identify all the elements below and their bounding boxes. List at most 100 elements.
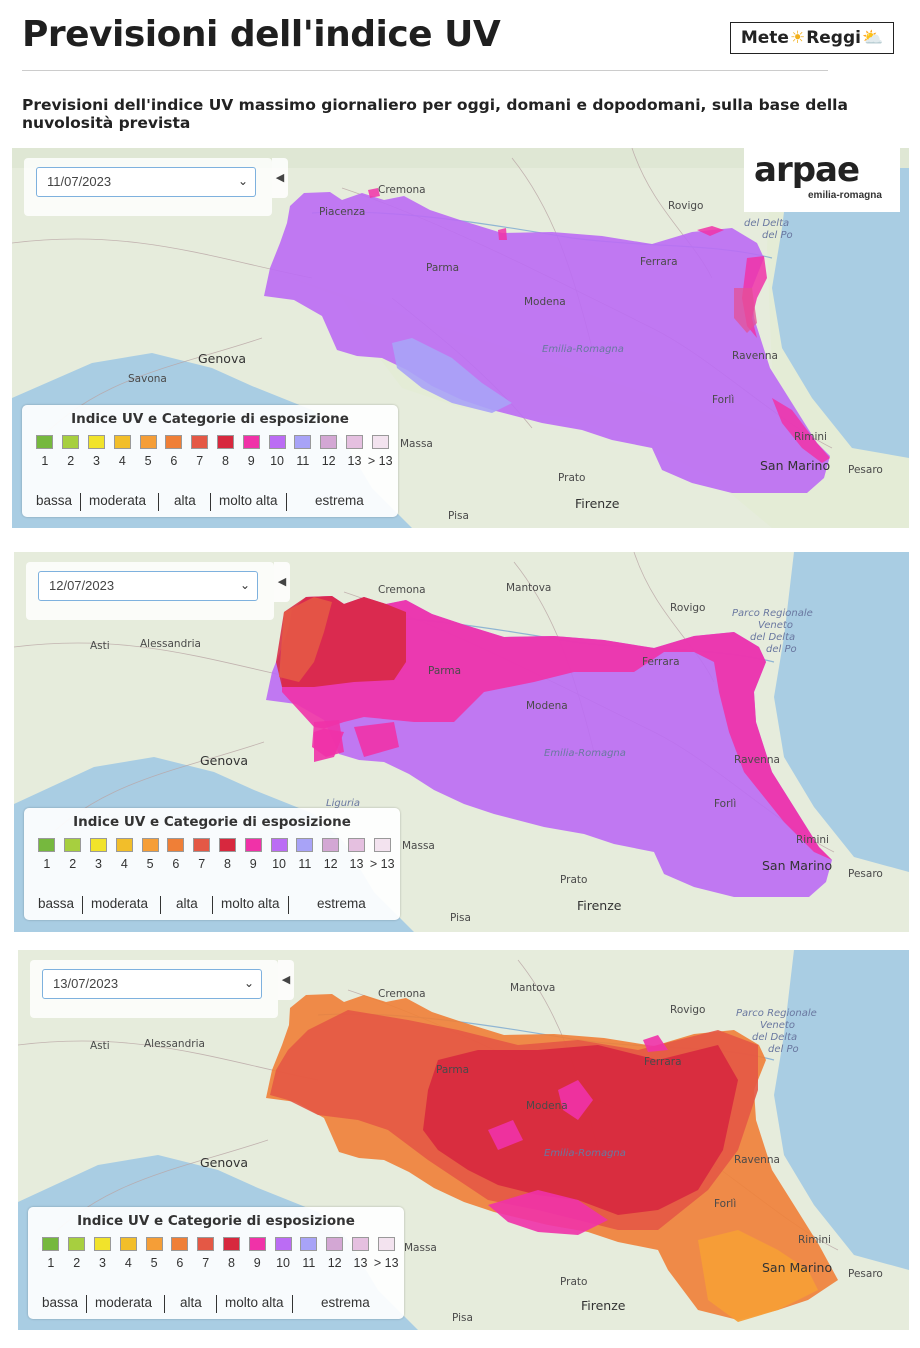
- cloud-icon: ⛅: [861, 28, 884, 48]
- legend-level: 7: [193, 1237, 219, 1271]
- legend-level: 11: [292, 838, 318, 872]
- category-alta: alta: [180, 1295, 202, 1310]
- legend-categories: bassa moderata alta molto alta estrema: [24, 896, 400, 914]
- label-modena: Modena: [526, 1100, 568, 1112]
- date-control: 13/07/2023 ⌄: [30, 960, 278, 1018]
- label-prato: Prato: [560, 874, 588, 886]
- legend-swatch: [64, 838, 82, 852]
- site-logo[interactable]: Mete ☀ Reggi ⛅: [730, 22, 894, 54]
- label-mantova: Mantova: [506, 582, 552, 594]
- legend-level-label: 7: [198, 857, 206, 871]
- label-rovigo: Rovigo: [670, 1004, 706, 1016]
- label-ravenna: Ravenna: [734, 1154, 780, 1166]
- collapse-panel-button[interactable]: ◀: [272, 158, 288, 198]
- legend-swatch: [222, 1237, 240, 1251]
- label-delta-po-2: Veneto: [758, 620, 793, 631]
- legend-level-label: 13: [353, 1256, 368, 1270]
- legend-level-label: 5: [144, 454, 152, 468]
- legend-level: 13: [342, 435, 368, 469]
- legend-swatches: 1 2 3 4 5 6 7 8 9 10 11 12 13 > 13: [32, 435, 393, 469]
- legend-swatch: [274, 1237, 292, 1251]
- page-title: Previsioni dell'indice UV: [22, 14, 501, 55]
- legend-level-label: > 13: [369, 857, 395, 871]
- legend-swatch: [171, 1237, 189, 1251]
- label-parma: Parma: [428, 665, 462, 677]
- legend-level-label: 5: [150, 1256, 158, 1270]
- legend-level: 3: [86, 838, 112, 872]
- category-estrema: estrema: [315, 493, 364, 508]
- legend-level-label: 10: [272, 857, 287, 871]
- legend-level-label: 12: [327, 1256, 342, 1270]
- legend-swatch: [270, 838, 288, 852]
- arpae-region: emilia-romagna: [808, 190, 882, 201]
- label-forli: Forlì: [714, 798, 737, 810]
- label-rimini: Rimini: [794, 431, 827, 443]
- category-divider: [210, 493, 211, 511]
- legend-level-label: 10: [276, 1256, 291, 1270]
- label-ferrara: Ferrara: [644, 1056, 682, 1068]
- legend-level-label: 1: [47, 1256, 55, 1270]
- legend-swatch: [141, 838, 159, 852]
- category-divider: [164, 1295, 165, 1313]
- date-value: 13/07/2023: [53, 976, 119, 991]
- uv-map-day-3[interactable]: Cremona Mantova Rovigo Alessandria Asti …: [18, 950, 909, 1330]
- label-pesaro: Pesaro: [848, 464, 883, 476]
- legend-swatch: [218, 838, 236, 852]
- legend-level: 1: [32, 435, 58, 469]
- legend-level: 5: [137, 838, 163, 872]
- label-ravenna: Ravenna: [734, 754, 780, 766]
- label-forli: Forlì: [714, 1198, 737, 1210]
- date-value: 12/07/2023: [49, 578, 115, 593]
- legend-level: 8: [215, 838, 241, 872]
- category-divider: [216, 1295, 217, 1313]
- label-rovigo: Rovigo: [668, 200, 704, 212]
- legend-level-label: 7: [196, 454, 204, 468]
- label-emilia-romagna: Emilia-Romagna: [544, 748, 626, 759]
- legend-level-label: 4: [118, 454, 126, 468]
- category-moderata: moderata: [89, 493, 147, 508]
- collapse-panel-button[interactable]: ◀: [274, 562, 290, 602]
- label-genova: Genova: [200, 1155, 249, 1170]
- legend-swatch: [93, 1237, 111, 1251]
- legend-level: 13: [348, 1237, 374, 1271]
- legend-level: 10: [266, 838, 292, 872]
- legend-swatch: [300, 1237, 318, 1251]
- legend-level-label: 13: [347, 454, 362, 468]
- legend-level-label: 9: [253, 1256, 261, 1270]
- label-ferrara: Ferrara: [640, 256, 678, 268]
- caret-left-icon: ◀: [277, 576, 287, 588]
- legend-swatch: [68, 1237, 86, 1251]
- uv-map-day-2[interactable]: Cremona Mantova Rovigo Alessandria Asti …: [14, 552, 909, 932]
- category-alta: alta: [176, 896, 198, 911]
- logo-text-left: Mete: [740, 28, 789, 48]
- legend-swatch: [248, 1237, 266, 1251]
- label-pesaro: Pesaro: [848, 1268, 883, 1280]
- legend-level: 6: [167, 1237, 193, 1271]
- legend-swatch: [165, 435, 183, 449]
- label-prato: Prato: [560, 1276, 588, 1288]
- legend-level: > 13: [373, 1237, 399, 1271]
- legend-level-label: 8: [224, 857, 231, 871]
- category-moderata: moderata: [91, 896, 149, 911]
- collapse-panel-button[interactable]: ◀: [278, 960, 294, 1000]
- caret-left-icon: ◀: [275, 172, 285, 184]
- label-savona: Savona: [128, 373, 167, 385]
- date-select[interactable]: 11/07/2023 ⌄: [36, 167, 256, 197]
- label-firenze: Firenze: [581, 1298, 626, 1313]
- legend-level: 9: [240, 838, 266, 872]
- chevron-down-icon: ⌄: [243, 976, 254, 990]
- date-select[interactable]: 12/07/2023 ⌄: [38, 571, 258, 601]
- legend-title: Indice UV e Categorie di esposizione: [77, 1213, 355, 1229]
- logo-text-right: Reggi: [806, 28, 861, 48]
- date-control: 11/07/2023 ⌄: [24, 158, 272, 216]
- legend-level: 7: [187, 435, 213, 469]
- category-molto-alta: molto alta: [221, 896, 280, 911]
- uv-map-day-1[interactable]: Cremona Piacenza Rovigo Parma Modena Fer…: [12, 148, 909, 528]
- legend-swatch: [296, 838, 314, 852]
- label-rovigo: Rovigo: [670, 602, 706, 614]
- legend-level: 3: [90, 1237, 116, 1271]
- legend-level-label: > 13: [367, 454, 393, 468]
- legend-level-label: 9: [247, 454, 255, 468]
- date-select[interactable]: 13/07/2023 ⌄: [42, 969, 262, 999]
